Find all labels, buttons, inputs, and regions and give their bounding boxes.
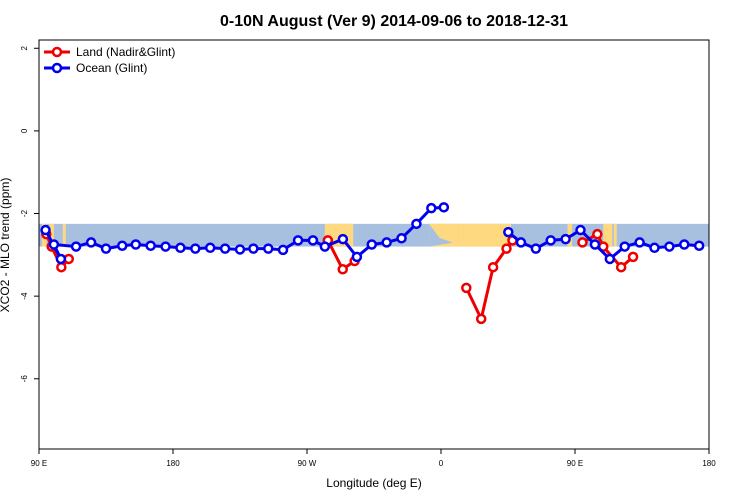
y-tick-label: -6 (20, 375, 29, 383)
y-tick-label: -4 (20, 292, 29, 300)
data-point (70, 241, 82, 252)
legend-swatch-marker (51, 62, 63, 74)
data-point (366, 239, 378, 250)
x-tick-label: 90 W (298, 459, 317, 468)
world-map-band (39, 223, 709, 247)
data-point (461, 282, 472, 294)
data-point (319, 241, 331, 252)
data-point (190, 243, 201, 254)
data-point (503, 226, 514, 238)
data-point (100, 243, 112, 254)
data-point (693, 240, 705, 251)
data-point (560, 233, 571, 245)
y-axis: 2 0 -2 -4 -6 (20, 45, 39, 382)
land-sumatra (49, 223, 54, 247)
gulf-of-guinea (429, 223, 453, 247)
x-axis: 90 E 180 90 W 0 90 E 180 (31, 449, 716, 468)
data-point (381, 237, 392, 248)
legend-label: Ocean (Glint) (76, 61, 147, 75)
data-point (40, 224, 51, 236)
data-point (130, 239, 142, 250)
plot-frame (38, 39, 710, 450)
data-point (589, 239, 601, 250)
data-point (592, 228, 603, 240)
data-point (475, 313, 487, 325)
plot-border (38, 39, 710, 450)
data-point (55, 253, 67, 265)
data-point (634, 237, 645, 248)
data-point (337, 233, 349, 245)
data-point (48, 239, 60, 250)
land-central-america (324, 223, 337, 247)
y-tick-label: 0 (20, 128, 29, 133)
data-point (116, 240, 128, 251)
land-borneo (62, 223, 66, 247)
data-point (679, 239, 690, 250)
ocean-band (39, 223, 709, 247)
data-point (411, 218, 422, 230)
data-point (438, 202, 450, 213)
x-axis-label: Longitude (deg E) (326, 476, 421, 490)
data-point (337, 264, 348, 275)
data-point (664, 241, 675, 252)
land-philippines (613, 223, 617, 247)
land-malaysia (603, 223, 613, 247)
data-point (515, 237, 527, 248)
legend-label: Land (Nadir&Glint) (76, 45, 175, 59)
data-point (487, 261, 499, 273)
data-point (396, 233, 407, 244)
data-point (175, 242, 186, 254)
y-axis-label: XCO2 - MLO trend (ppm) (0, 178, 12, 313)
data-point (248, 243, 259, 254)
data-point (160, 241, 171, 252)
data-point (619, 241, 630, 252)
data-point (277, 244, 289, 256)
series-layer (40, 202, 705, 325)
data-point (351, 251, 363, 263)
data-point (545, 235, 556, 246)
x-tick-label: 90 E (31, 459, 47, 468)
series-ocean-1 (40, 202, 450, 265)
data-point (530, 243, 542, 254)
x-tick-label: 180 (702, 459, 716, 468)
data-point (219, 243, 231, 254)
data-point (234, 244, 246, 255)
data-point (604, 253, 616, 265)
data-point (627, 251, 639, 263)
data-point (577, 237, 588, 248)
x-tick-label: 90 E (567, 459, 583, 468)
data-point (501, 243, 512, 254)
land-central-africa (458, 223, 511, 247)
data-point (145, 240, 156, 251)
data-point (292, 235, 304, 246)
data-point (575, 224, 586, 236)
data-point (307, 235, 319, 246)
x-tick-label: 180 (166, 459, 180, 468)
data-point (615, 261, 627, 273)
data-point (204, 242, 216, 254)
data-point (85, 237, 97, 248)
series-ocean-2 (503, 224, 705, 265)
y-tick-label: -2 (20, 209, 29, 217)
chart-title: 0-10N August (Ver 9) 2014-09-06 to 2018-… (220, 13, 568, 30)
data-point (649, 242, 660, 254)
data-point (56, 261, 67, 273)
y-tick-label: 2 (20, 45, 29, 50)
data-point (263, 243, 274, 254)
data-point (426, 202, 437, 214)
legend-swatch-marker (51, 46, 63, 58)
x-tick-label: 0 (439, 459, 444, 468)
legend: Land (Nadir&Glint) Ocean (Glint) (44, 45, 175, 75)
